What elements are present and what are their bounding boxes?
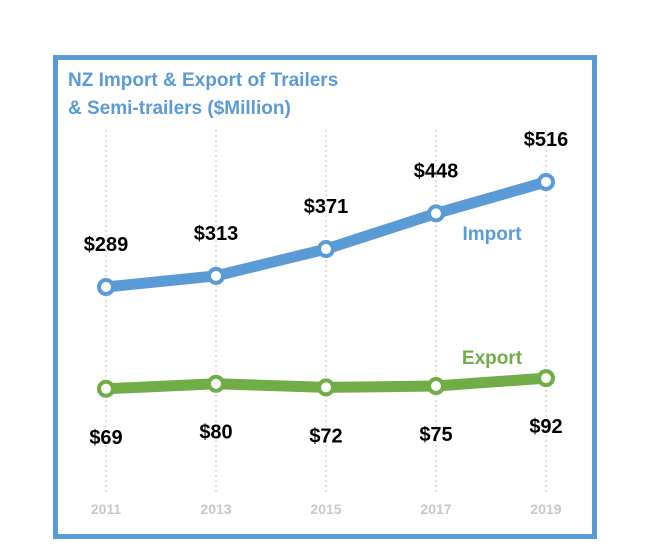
- export-point-2017: [427, 377, 445, 396]
- import-point-2013: [207, 266, 225, 285]
- x-tick-label-2015: 2015: [310, 501, 341, 517]
- export-series-label: Export: [462, 348, 523, 369]
- import-value-label-2013: $313: [194, 223, 239, 245]
- x-axis-tick-labels: 2011 2013 2015 2017 2019: [91, 501, 562, 517]
- export-point-2011: [97, 379, 115, 398]
- import-value-label-2015: $371: [304, 196, 349, 218]
- import-series-label: Import: [462, 224, 522, 245]
- x-tick-label-2017: 2017: [420, 501, 451, 517]
- export-value-label-2019: $92: [529, 416, 562, 438]
- export-point-2019: [537, 369, 555, 388]
- import-value-label-2019: $516: [524, 129, 569, 151]
- chart-title-line-1: NZ Import & Export of Trailers: [68, 70, 338, 91]
- export-value-label-2013: $80: [199, 422, 232, 444]
- import-value-label-2017: $448: [414, 160, 459, 182]
- x-tick-label-2019: 2019: [530, 501, 561, 517]
- import-point-2019: [537, 172, 555, 191]
- import-value-label-2011: $289: [84, 234, 129, 256]
- chart-title-line-2: & Semi-trailers ($Million): [68, 98, 291, 119]
- export-point-2015: [317, 378, 335, 397]
- export-value-label-2011: $69: [89, 427, 122, 449]
- x-tick-label-2011: 2011: [91, 501, 122, 517]
- import-point-2011: [97, 278, 115, 296]
- series-lines: [97, 172, 555, 398]
- import-point-2017: [427, 204, 445, 223]
- import-point-2015: [317, 240, 335, 259]
- export-value-label-2015: $72: [309, 425, 342, 447]
- export-point-2013: [207, 374, 225, 393]
- export-value-label-2017: $75: [419, 424, 452, 446]
- chart-frame: [53, 55, 597, 539]
- x-tick-label-2013: 2013: [200, 501, 231, 517]
- data-labels: $289 $313 $371 $448 $516 Import $69 $80 $72 $75 $9…: [84, 129, 569, 449]
